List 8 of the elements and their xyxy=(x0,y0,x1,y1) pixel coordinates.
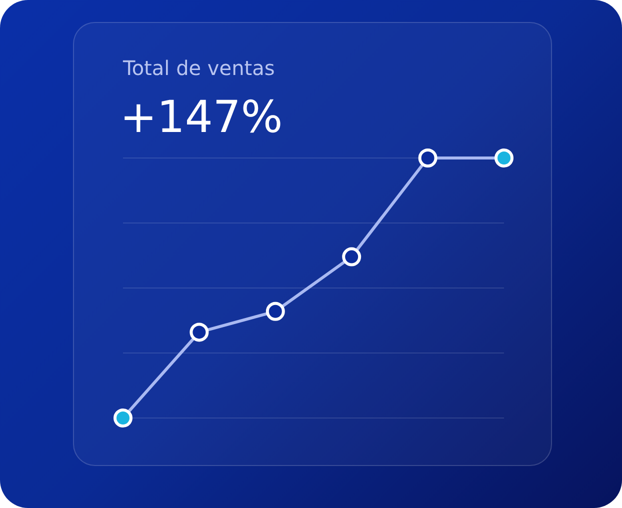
point xyxy=(342,247,362,266)
point xyxy=(418,148,438,168)
point xyxy=(266,302,285,321)
point xyxy=(190,322,209,342)
point xyxy=(114,408,132,428)
point xyxy=(494,148,514,168)
chart-subtitle: +147% xyxy=(120,92,283,143)
chart-title: Total de ventas xyxy=(123,56,275,80)
